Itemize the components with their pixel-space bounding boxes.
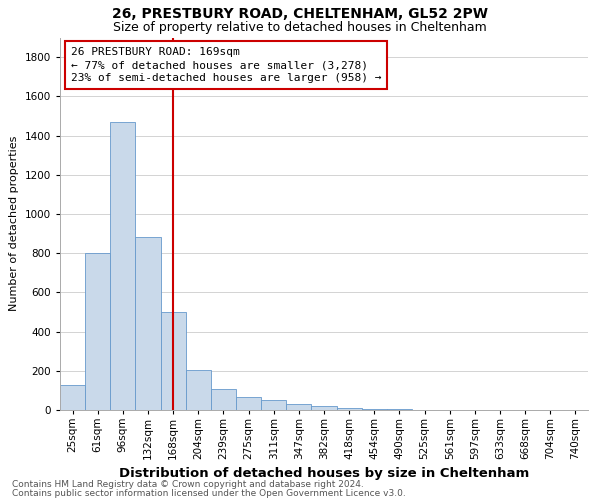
Bar [362, 409, 387, 410]
Bar [186, 370, 211, 410]
Text: Contains public sector information licensed under the Open Government Licence v3: Contains public sector information licen… [12, 488, 406, 498]
Bar [311, 406, 337, 410]
Bar [60, 384, 85, 410]
Text: 26, PRESTBURY ROAD, CHELTENHAM, GL52 2PW: 26, PRESTBURY ROAD, CHELTENHAM, GL52 2PW [112, 8, 488, 22]
Bar [161, 312, 186, 410]
Text: Size of property relative to detached houses in Cheltenham: Size of property relative to detached ho… [113, 21, 487, 34]
Bar [236, 398, 261, 410]
Bar [286, 404, 311, 410]
Bar [136, 238, 161, 410]
Text: Contains HM Land Registry data © Crown copyright and database right 2024.: Contains HM Land Registry data © Crown c… [12, 480, 364, 489]
Text: 26 PRESTBURY ROAD: 169sqm
← 77% of detached houses are smaller (3,278)
23% of se: 26 PRESTBURY ROAD: 169sqm ← 77% of detac… [71, 47, 381, 83]
X-axis label: Distribution of detached houses by size in Cheltenham: Distribution of detached houses by size … [119, 468, 529, 480]
Bar [211, 390, 236, 410]
Bar [85, 253, 110, 410]
Y-axis label: Number of detached properties: Number of detached properties [9, 136, 19, 312]
Bar [337, 408, 362, 410]
Bar [261, 400, 286, 410]
Bar [110, 122, 136, 410]
